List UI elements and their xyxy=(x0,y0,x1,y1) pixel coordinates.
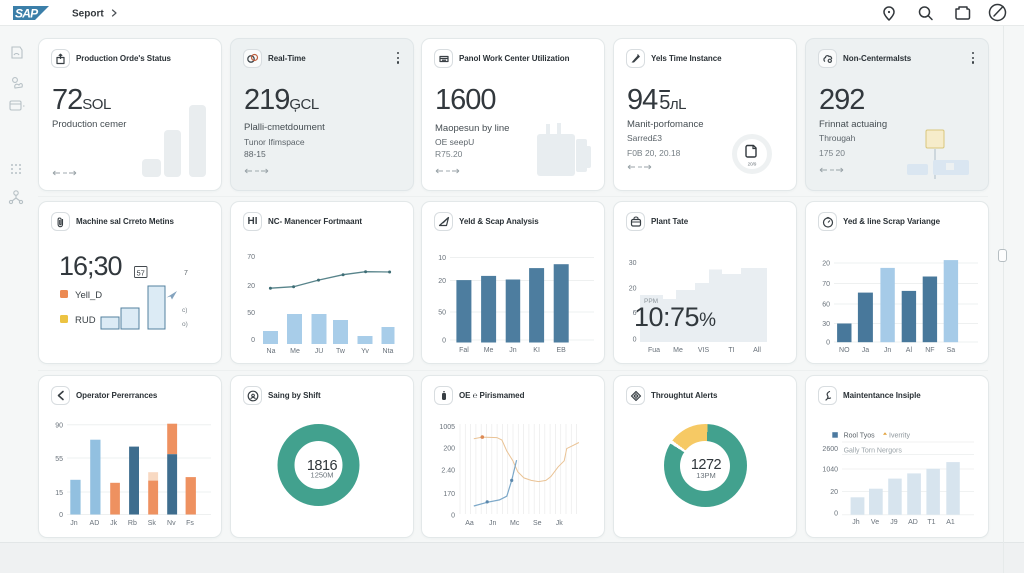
svg-text:AD: AD xyxy=(90,520,100,527)
svg-text:Tw: Tw xyxy=(336,348,346,355)
svg-text:EB: EB xyxy=(557,347,567,354)
svg-text:1005: 1005 xyxy=(439,424,455,431)
svg-text:KI: KI xyxy=(533,347,540,354)
svg-text:7: 7 xyxy=(184,270,188,277)
svg-text:Sk: Sk xyxy=(148,520,157,527)
svg-text:20: 20 xyxy=(629,286,637,293)
svg-text:Al: Al xyxy=(906,347,913,354)
svg-text:SAP: SAP xyxy=(15,7,39,21)
svg-text:J9: J9 xyxy=(890,519,898,526)
svg-text:Me: Me xyxy=(290,348,300,355)
svg-text:RUD: RUD xyxy=(75,315,96,326)
svg-text:55: 55 xyxy=(55,456,63,463)
svg-text:Jn: Jn xyxy=(70,520,78,527)
svg-text:30: 30 xyxy=(822,321,830,328)
svg-text:0: 0 xyxy=(826,340,830,347)
svg-text:PPM: PPM xyxy=(644,298,658,305)
svg-text:70: 70 xyxy=(822,281,830,288)
svg-text:6: 6 xyxy=(633,310,637,317)
svg-text:1040: 1040 xyxy=(822,467,838,474)
svg-text:Na: Na xyxy=(267,348,276,355)
svg-text:1816: 1816 xyxy=(307,458,338,474)
svg-text:50: 50 xyxy=(438,310,446,317)
svg-text:0: 0 xyxy=(59,512,63,519)
svg-text:T1: T1 xyxy=(927,519,935,526)
svg-text:Sa: Sa xyxy=(947,347,956,354)
svg-text:AD: AD xyxy=(908,519,918,526)
svg-text:Jh: Jh xyxy=(852,519,860,526)
svg-text:60: 60 xyxy=(822,302,830,309)
svg-text:Yell_D: Yell_D xyxy=(75,290,102,301)
svg-text:Mc: Mc xyxy=(510,520,520,527)
svg-text:0: 0 xyxy=(633,337,637,344)
svg-text:Fua: Fua xyxy=(648,347,660,354)
svg-text:Fal: Fal xyxy=(459,347,469,354)
svg-text:Ve: Ve xyxy=(871,519,879,526)
svg-text:Me: Me xyxy=(673,347,683,354)
svg-text:Rool Tyos: Rool Tyos xyxy=(844,433,875,440)
svg-text:Ja: Ja xyxy=(862,347,870,354)
svg-text:o): o) xyxy=(182,321,188,328)
svg-text:200: 200 xyxy=(443,446,455,453)
svg-text:Iverrity: Iverrity xyxy=(889,433,911,440)
svg-text:Se: Se xyxy=(533,520,542,527)
svg-text:Jn: Jn xyxy=(509,347,517,354)
svg-text:Me: Me xyxy=(484,347,494,354)
svg-text:c): c) xyxy=(182,307,187,314)
svg-text:10: 10 xyxy=(438,255,446,262)
svg-text:VIS: VIS xyxy=(698,347,710,354)
svg-text:2600: 2600 xyxy=(822,446,838,453)
svg-text:2.40: 2.40 xyxy=(441,468,455,475)
svg-text:Gally Torn Nergors: Gally Torn Nergors xyxy=(844,448,903,455)
svg-text:Rb: Rb xyxy=(128,520,137,527)
svg-text:Jn: Jn xyxy=(884,347,892,354)
svg-text:20: 20 xyxy=(247,283,255,290)
svg-text:Yv: Yv xyxy=(361,348,369,355)
svg-text:Jk: Jk xyxy=(556,520,564,527)
svg-text:Fs: Fs xyxy=(186,520,194,527)
svg-text:20: 20 xyxy=(822,261,830,268)
svg-text:All: All xyxy=(753,347,761,354)
svg-text:0: 0 xyxy=(834,511,838,518)
svg-text:30: 30 xyxy=(629,260,637,267)
svg-text:Seport: Seport xyxy=(72,9,104,20)
svg-text:1250M: 1250M xyxy=(311,471,334,480)
svg-text:A1: A1 xyxy=(946,519,955,526)
svg-text:Jk: Jk xyxy=(110,520,118,527)
svg-text:0: 0 xyxy=(251,337,255,344)
svg-text:Jn: Jn xyxy=(489,520,497,527)
svg-text:NO: NO xyxy=(839,347,850,354)
svg-text:15: 15 xyxy=(55,490,63,497)
svg-text:0: 0 xyxy=(442,338,446,345)
svg-text:20: 20 xyxy=(438,278,446,285)
svg-text:Nv: Nv xyxy=(167,520,176,527)
svg-text:Nta: Nta xyxy=(383,348,394,355)
svg-text:57: 57 xyxy=(137,269,145,278)
svg-text:NF: NF xyxy=(925,347,934,354)
svg-text:20: 20 xyxy=(830,489,838,496)
svg-text:70: 70 xyxy=(247,254,255,261)
svg-text:0: 0 xyxy=(451,513,455,520)
svg-text:JU: JU xyxy=(315,348,324,355)
svg-text:170: 170 xyxy=(443,491,455,498)
svg-text:90: 90 xyxy=(55,423,63,430)
svg-text:TI: TI xyxy=(728,347,734,354)
svg-text:Aa: Aa xyxy=(465,520,474,527)
svg-text:20/9: 20/9 xyxy=(748,162,757,167)
svg-text:50: 50 xyxy=(247,310,255,317)
